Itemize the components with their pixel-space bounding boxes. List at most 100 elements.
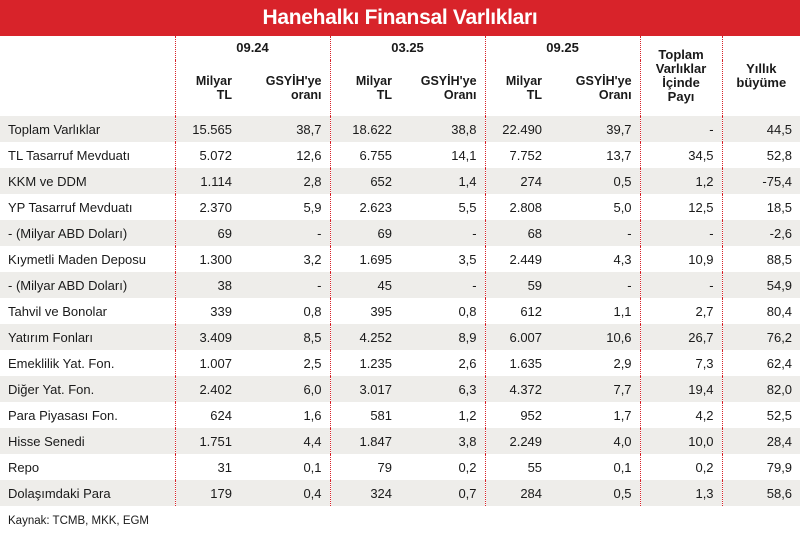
- table-cell: -: [639, 116, 723, 142]
- table-row: Toplam Varlıklar 15.565 38,7 18.622 38,8 22.4…: [0, 116, 800, 142]
- table-cell: 38: [174, 272, 240, 298]
- table-cell: 12,6: [296, 147, 322, 163]
- table-cell: 0,1: [613, 459, 632, 475]
- table-cell: 2,5: [303, 355, 322, 371]
- table-cell: 31: [174, 454, 240, 480]
- table-cell: 2.449: [484, 246, 551, 272]
- table-cell: 79,9: [721, 454, 800, 480]
- table-cell: 2,7: [639, 298, 723, 324]
- row-label: Toplam Varlıklar: [8, 121, 101, 137]
- row-label: Emeklilik Yat. Fon.: [8, 355, 115, 371]
- table-cell: 0,8: [303, 303, 322, 319]
- table-cell: 652: [329, 168, 401, 194]
- table-cell: 284: [484, 480, 551, 506]
- table-cell: 5,5: [458, 199, 477, 215]
- table-cell: 4,3: [613, 251, 632, 267]
- table-cell: 5.072: [174, 142, 240, 168]
- sub-header: GSYİH'ye Oranı: [420, 74, 477, 102]
- row-label: Para Piyasası Fon.: [8, 407, 118, 423]
- share-header: Toplam Varlıklar İçinde Payı: [639, 36, 723, 116]
- table-cell: 55: [484, 454, 551, 480]
- table-cell: 1,6: [303, 407, 322, 423]
- row-label: Hisse Senedi: [8, 433, 85, 449]
- table-cell: 1.114: [174, 168, 240, 194]
- table-cell: 2,9: [613, 355, 632, 371]
- table-cell: 79: [329, 454, 401, 480]
- table-cell: 2.808: [484, 194, 551, 220]
- table-cell: 26,7: [639, 324, 723, 350]
- sub-header: Milyar TL: [329, 60, 401, 116]
- table-cell: -: [317, 225, 322, 241]
- table-cell: 3.409: [174, 324, 240, 350]
- table-cell: 274: [484, 168, 551, 194]
- table-cell: 1.007: [174, 350, 240, 376]
- row-label: YP Tasarruf Mevduatı: [8, 199, 133, 215]
- table-cell: 13,7: [606, 147, 632, 163]
- table-cell: 19,4: [639, 376, 723, 402]
- table-cell: 6.007: [484, 324, 551, 350]
- table-cell: 80,4: [721, 298, 800, 324]
- table-cell: 4,4: [303, 433, 322, 449]
- period-header: 09.25: [484, 36, 641, 60]
- table-cell: 68: [484, 220, 551, 246]
- table-cell: -: [472, 277, 477, 293]
- row-label: Repo: [8, 459, 40, 475]
- table-cell: 2.402: [174, 376, 240, 402]
- table-row: Kıymetli Maden Deposu 1.300 3,2 1.695 3,5 2.4…: [0, 246, 800, 272]
- table-cell: 10,0: [639, 428, 723, 454]
- table-cell: 18.622: [329, 116, 401, 142]
- row-label: Kıymetli Maden Deposu: [8, 251, 147, 267]
- table-cell: 88,5: [721, 246, 800, 272]
- table-cell: 324: [329, 480, 401, 506]
- table-row: YP Tasarruf Mevduatı 2.370 5,9 2.623 5,5 2.80…: [0, 194, 800, 220]
- sub-header: GSYİH'ye Oranı: [575, 74, 632, 102]
- table-cell: 12,5: [639, 194, 723, 220]
- table-cell: 2,6: [458, 355, 477, 371]
- table-cell: 15.565: [174, 116, 240, 142]
- table-cell: 22.490: [484, 116, 551, 142]
- table-row: KKM ve DDM 1.114 2,8 652 1,4 274 0,5 1,2 -75,4: [0, 168, 800, 194]
- table-cell: -: [639, 272, 723, 298]
- sub-header: Milyar TL: [484, 60, 551, 116]
- table-cell: 52,5: [721, 402, 800, 428]
- table-cell: 1,3: [639, 480, 723, 506]
- table-cell: -2,6: [721, 220, 800, 246]
- table-cell: 1.300: [174, 246, 240, 272]
- table-cell: 1,7: [613, 407, 632, 423]
- table-cell: 38,8: [451, 121, 477, 137]
- table-cell: 1.751: [174, 428, 240, 454]
- source-note: Kaynak: TCMB, MKK, EGM: [8, 515, 150, 527]
- table-cell: 6.755: [329, 142, 401, 168]
- table-cell: 1,1: [613, 303, 632, 319]
- row-label: KKM ve DDM: [8, 173, 87, 189]
- table-cell: 0,2: [458, 459, 477, 475]
- sub-header: GSYİH'ye oranı: [265, 74, 322, 102]
- table-cell: 6,3: [458, 381, 477, 397]
- table-cell: 0,1: [303, 459, 322, 475]
- table-cell: 10,9: [639, 246, 723, 272]
- table-cell: 52,8: [721, 142, 800, 168]
- sub-header: Milyar TL: [174, 60, 240, 116]
- table-cell: 39,7: [606, 121, 632, 137]
- table-row: Hisse Senedi 1.751 4,4 1.847 3,8 2.249 4,0 10,0…: [0, 428, 800, 454]
- table-header: 09.24 03.25 09.25 Toplam Varlıklar İçinde P…: [0, 36, 800, 116]
- table-cell: 8,5: [303, 329, 322, 345]
- table-cell: 0,4: [303, 485, 322, 501]
- table-row: Diğer Yat. Fon. 2.402 6,0 3.017 6,3 4.372 7,7 1…: [0, 376, 800, 402]
- table-cell: 1,2: [458, 407, 477, 423]
- table-cell: 4,2: [639, 402, 723, 428]
- table-cell: 1,2: [639, 168, 723, 194]
- table-row: Emeklilik Yat. Fon. 1.007 2,5 1.235 2,6 1.635…: [0, 350, 800, 376]
- row-label: Diğer Yat. Fon.: [8, 381, 95, 397]
- table-cell: -: [627, 277, 632, 293]
- header-row: Milyar TL GSYİH'ye oranı Milyar TL GSYİH'ye…: [0, 60, 800, 116]
- table-cell: 58,6: [721, 480, 800, 506]
- table-cell: 7.752: [484, 142, 551, 168]
- table-cell: -: [472, 225, 477, 241]
- table-cell: 2.370: [174, 194, 240, 220]
- row-label: Yatırım Fonları: [8, 329, 94, 345]
- period-header: 09.24: [174, 36, 331, 60]
- table-cell: 1.635: [484, 350, 551, 376]
- table-cell: 179: [174, 480, 240, 506]
